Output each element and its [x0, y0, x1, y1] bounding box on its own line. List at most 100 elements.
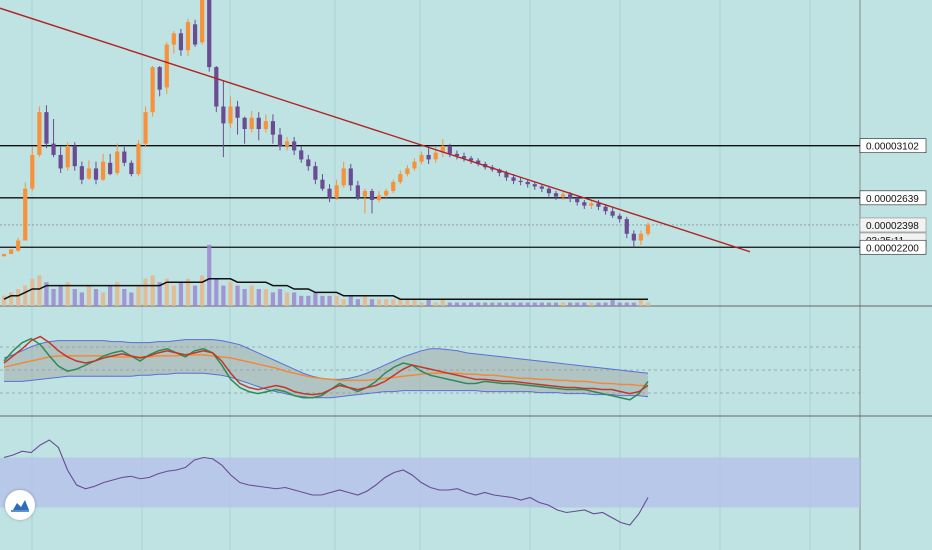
volume-bar [341, 299, 346, 306]
candle-body [249, 117, 254, 130]
volume-bar [200, 275, 205, 306]
candle-body [461, 156, 467, 159]
price-tag: 0.00002639 [859, 190, 927, 206]
volume-bar [405, 299, 410, 306]
tradingview-logo-button[interactable] [5, 490, 35, 520]
volume-bar [242, 289, 247, 306]
volume-bar [348, 295, 353, 306]
volume-bar [631, 302, 636, 306]
volume-bar [553, 302, 559, 306]
candle-body [100, 161, 106, 180]
rsi-panel [0, 439, 860, 526]
volume-bar [391, 299, 396, 306]
volume-bar [228, 282, 233, 306]
price-tag-label: 0.00002398 [866, 221, 919, 232]
volume-bar [440, 299, 445, 306]
candle-body [596, 203, 601, 207]
volume-bar [532, 302, 537, 306]
candle-body [610, 211, 615, 216]
volume-bar [376, 299, 382, 306]
candle-body [398, 174, 403, 182]
candle-body [334, 185, 339, 198]
price-tag: 0.00002398 [859, 217, 927, 233]
price-tag-box [859, 239, 927, 255]
candle-body [575, 198, 580, 203]
volume-bar [568, 302, 573, 306]
volume-bar [136, 285, 141, 306]
volume-bar [461, 302, 467, 306]
price-tag-box [859, 217, 927, 233]
candle-body [214, 67, 219, 107]
volume-bar [284, 292, 290, 306]
volume-bar [468, 302, 474, 306]
candle-body [525, 181, 530, 185]
volume-bar [490, 302, 495, 306]
volume-bar [638, 299, 644, 306]
volume-bar [58, 285, 63, 306]
candle-body [263, 121, 268, 130]
volume-bar [16, 289, 21, 306]
volume-bar [143, 278, 148, 306]
volume-bar [398, 299, 403, 306]
volume-bar [171, 285, 176, 306]
volume-bar [645, 302, 651, 306]
price-tag-box [859, 190, 927, 206]
volume-bar [575, 302, 580, 306]
candle-body [546, 188, 552, 194]
candle-body [362, 190, 368, 197]
price-panel [0, 0, 860, 257]
candle-body [79, 166, 84, 180]
candle-body [384, 190, 389, 196]
price-tag-label: 0.00003102 [866, 142, 919, 153]
volume-bar [511, 302, 516, 306]
bollinger-green-line [3, 337, 649, 401]
volume-bar [546, 302, 552, 306]
candle-body [369, 190, 375, 200]
volume-bar [313, 292, 318, 306]
candle-body [468, 158, 474, 161]
candle-body [228, 106, 233, 124]
candle-body [256, 117, 261, 130]
candle-body [504, 172, 509, 178]
candle-body [624, 219, 629, 234]
price-tag: 0.00002200 [859, 239, 927, 255]
rsi-line [3, 439, 649, 526]
candle-body [306, 159, 311, 167]
volume-bar [65, 282, 70, 306]
volume-bar [518, 302, 523, 306]
candle-body [299, 150, 304, 160]
volume-bar [164, 278, 169, 306]
volume-bar [610, 299, 615, 306]
candle-body [51, 143, 56, 155]
volume-bar [624, 302, 629, 306]
candle-body [518, 180, 523, 182]
volume-bar [497, 302, 502, 306]
candle-body [292, 141, 297, 151]
candle-body [58, 154, 63, 169]
candle-body [511, 177, 516, 181]
candle-body [560, 194, 566, 197]
volume-bar [589, 302, 594, 306]
volume-bar [214, 278, 219, 306]
volume-bar [79, 292, 84, 306]
candle-body [341, 168, 346, 186]
volume-bar [369, 299, 375, 306]
candle-body [30, 154, 35, 189]
volume-bar [362, 295, 368, 306]
price-tag: 0.00003102 [859, 138, 927, 153]
price-tag-box [859, 138, 927, 153]
candle-body [638, 233, 644, 241]
volume-bar [44, 282, 49, 306]
price-axis: 0.000031020.000026390.0000239803:25:110.… [859, 138, 927, 255]
volume-bar [221, 285, 226, 306]
volume-bar [327, 295, 332, 306]
volume-bar [454, 302, 460, 306]
volume-bar [23, 285, 28, 306]
candle-body [327, 188, 332, 198]
candle-body [235, 106, 240, 118]
candle-body [108, 162, 113, 175]
candle-body [242, 117, 247, 130]
volume-bar [30, 278, 35, 306]
